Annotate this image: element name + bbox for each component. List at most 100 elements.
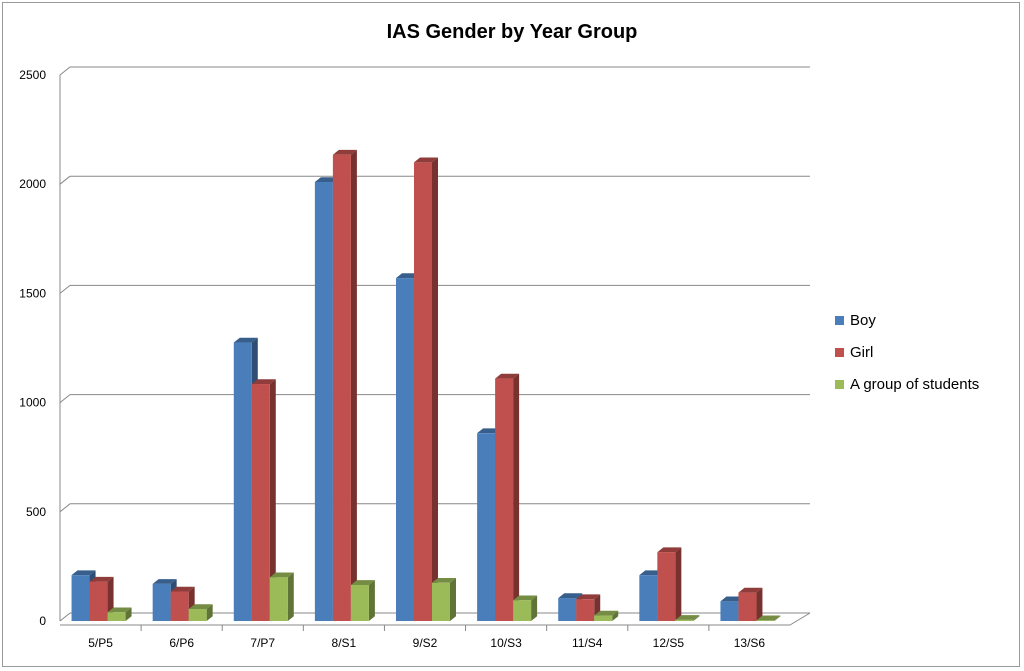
- bar-a-group-of-students: [594, 610, 619, 621]
- bar-top: [414, 157, 438, 163]
- bar-top: [269, 572, 294, 578]
- bar-top: [152, 579, 177, 584]
- bar-side: [350, 149, 357, 621]
- x-tick-label: 12/S5: [653, 636, 685, 650]
- y-tick-label: 2500: [19, 68, 46, 82]
- bar-side: [125, 607, 132, 621]
- bar-side: [368, 580, 375, 621]
- x-tick-label: 11/S4: [572, 636, 603, 650]
- bar-front: [350, 584, 369, 621]
- bar-girl: [251, 379, 276, 621]
- bar-front: [513, 600, 532, 621]
- bar-front: [251, 384, 270, 621]
- bar-top: [89, 576, 114, 582]
- gridline-diagonal: [59, 285, 71, 294]
- y-tick-label: 1000: [19, 396, 46, 410]
- bar-front: [477, 433, 496, 621]
- bar-front: [414, 162, 432, 622]
- bar-front: [71, 575, 90, 621]
- bar-top: [513, 595, 538, 601]
- bar-front: [107, 612, 126, 621]
- gridline-diagonal: [59, 394, 71, 403]
- bar-top: [350, 580, 375, 585]
- legend-label: A group of students: [850, 376, 979, 393]
- bar-front: [720, 601, 739, 621]
- bar-top: [738, 587, 763, 593]
- bar-top: [594, 610, 619, 616]
- bar-front: [756, 620, 775, 621]
- bar-a-group-of-students: [513, 595, 538, 621]
- x-tick-label: 9/S2: [413, 636, 438, 650]
- y-tick-label: 0: [39, 614, 46, 628]
- x-tick-label: 7/P7: [250, 636, 275, 650]
- bar-side: [531, 595, 538, 621]
- bar-a-group-of-students: [350, 580, 375, 621]
- legend-swatch: [835, 380, 844, 389]
- bar-side: [675, 547, 682, 621]
- bar-top: [675, 615, 700, 620]
- x-tick-label: 8/S1: [332, 636, 357, 650]
- legend-label: Boy: [850, 312, 876, 329]
- bar-top: [495, 373, 520, 379]
- bar-front: [396, 278, 414, 621]
- bar-top: [233, 337, 258, 343]
- bar-front: [432, 582, 450, 621]
- bar-front: [639, 575, 658, 621]
- bar-a-group-of-students: [107, 607, 132, 621]
- bar-front: [152, 583, 171, 621]
- bar-top: [170, 586, 195, 592]
- bar-side: [450, 577, 456, 621]
- x-tick-label: 6/P6: [169, 636, 194, 650]
- bar-side: [432, 157, 438, 621]
- bar-front: [495, 378, 514, 621]
- bar-girl: [89, 576, 114, 621]
- bar-side: [513, 373, 520, 621]
- y-tick-label: 2000: [19, 177, 46, 191]
- bar-girl: [495, 373, 520, 621]
- bar-front: [576, 599, 595, 621]
- bar-top: [756, 615, 781, 621]
- gridline-diagonal: [59, 503, 71, 513]
- gridline-diagonal: [59, 175, 71, 185]
- x-axis-edge: [789, 612, 811, 626]
- bar-front: [594, 615, 613, 621]
- bar-front: [269, 577, 288, 621]
- bar-front: [332, 154, 351, 621]
- bar-top: [332, 149, 357, 155]
- bar-front: [314, 182, 333, 622]
- bar-a-group-of-students: [675, 615, 700, 621]
- bar-top: [71, 570, 96, 576]
- y-tick-label: 1500: [19, 286, 46, 300]
- bar-side: [612, 610, 619, 621]
- bar-front: [233, 342, 252, 621]
- bar-top: [576, 594, 601, 600]
- bar-side: [269, 379, 276, 621]
- bar-front: [657, 552, 676, 621]
- bar-girl: [576, 594, 601, 621]
- bar-top: [432, 577, 456, 583]
- bar-front: [89, 581, 108, 621]
- bar-girl: [414, 157, 438, 622]
- bar-top: [558, 593, 583, 599]
- bar-top: [657, 547, 682, 553]
- y-tick-label: 500: [26, 505, 46, 519]
- bar-front: [170, 591, 189, 621]
- bar-front: [558, 598, 577, 621]
- legend-label: Girl: [850, 344, 873, 361]
- bar-a-group-of-students: [756, 615, 781, 621]
- bar-a-group-of-students: [188, 604, 213, 621]
- chart-title: IAS Gender by Year Group: [387, 21, 638, 43]
- x-tick-label: 13/S6: [734, 636, 766, 650]
- bar-side: [287, 572, 294, 621]
- bar-side: [206, 604, 213, 621]
- bar-girl: [738, 587, 763, 621]
- bar-front: [738, 592, 757, 621]
- gridline-diagonal: [59, 66, 71, 76]
- x-tick-label: 10/S3: [490, 636, 522, 650]
- bar-side: [774, 615, 781, 621]
- legend-swatch: [835, 316, 844, 325]
- bar-side: [693, 615, 700, 621]
- bar-side: [756, 587, 763, 621]
